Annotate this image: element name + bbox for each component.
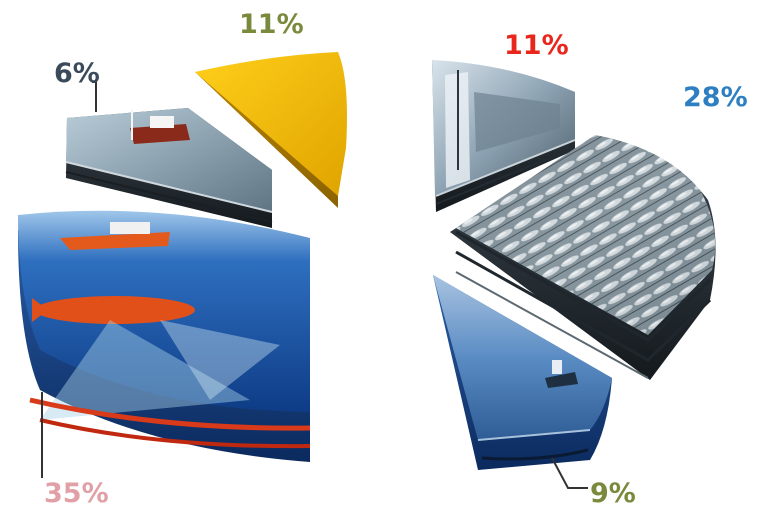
data-label-9: 9% bbox=[590, 478, 636, 509]
leader-line-9 bbox=[551, 457, 588, 489]
data-label-6: 6% bbox=[54, 58, 100, 89]
data-label-11-gold: 11% bbox=[239, 9, 304, 40]
pie-slice-gold bbox=[195, 52, 347, 208]
data-label-11-red: 11% bbox=[504, 30, 569, 61]
leader-line-6 bbox=[92, 81, 97, 112]
pie-slice-underwater-sonar bbox=[18, 210, 311, 462]
data-label-35: 35% bbox=[44, 478, 109, 509]
pie-slice-ship-deck bbox=[432, 60, 576, 212]
data-label-28: 28% bbox=[683, 82, 748, 113]
pie-slice-fish-catch bbox=[450, 135, 716, 380]
pie-slice-research-vessel bbox=[65, 108, 273, 228]
pie-slice-ship-at-sea bbox=[433, 275, 612, 470]
